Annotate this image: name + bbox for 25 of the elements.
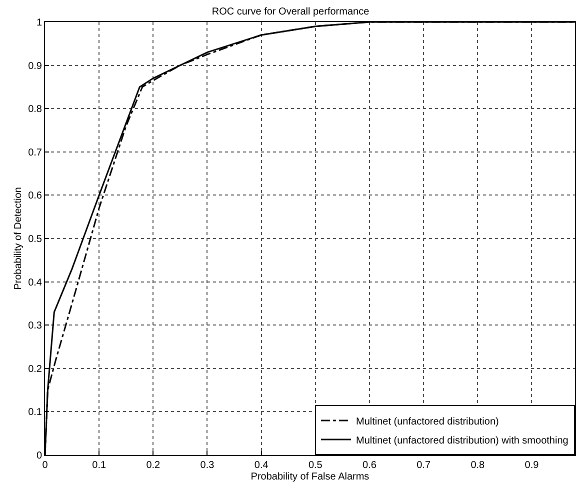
x-tick-label: 0.9 bbox=[524, 460, 540, 471]
x-tick-label: 0.4 bbox=[254, 460, 269, 471]
x-axis-title: Probability of False Alarms bbox=[250, 472, 370, 482]
y-tick-label: 0.8 bbox=[28, 104, 42, 116]
x-tick-label: 0.8 bbox=[470, 460, 486, 471]
x-tick-label: 0.7 bbox=[416, 460, 431, 471]
x-tick-label: 0.3 bbox=[200, 460, 215, 471]
x-tick-label: 0.2 bbox=[146, 460, 161, 471]
x-tick-label: 0.1 bbox=[92, 460, 106, 471]
x-tick-label: 0.5 bbox=[308, 460, 323, 471]
legend-label: Multinet (unfactored distribution) bbox=[356, 416, 499, 428]
y-tick-label: 0.2 bbox=[28, 364, 42, 375]
y-tick-label: 0.7 bbox=[28, 147, 42, 158]
legend-label: Multinet (unfactored distribution) with smoothing bbox=[356, 435, 568, 446]
chart-title: ROC curve for Overall performance bbox=[212, 6, 370, 18]
y-tick-label: 0.5 bbox=[28, 234, 42, 245]
y-tick-label: 0.4 bbox=[28, 277, 42, 288]
y-tick-label: 0 bbox=[36, 450, 42, 462]
x-tick-label: 0.6 bbox=[362, 460, 377, 471]
y-tick-label: 0.9 bbox=[28, 60, 42, 72]
y-tick-label: 0.6 bbox=[28, 190, 42, 202]
y-tick-label: 0.1 bbox=[28, 407, 42, 418]
y-tick-label: 0.3 bbox=[28, 320, 42, 332]
y-tick-label: 1 bbox=[36, 18, 42, 28]
y-axis-title: Probability of Detection bbox=[13, 187, 24, 290]
